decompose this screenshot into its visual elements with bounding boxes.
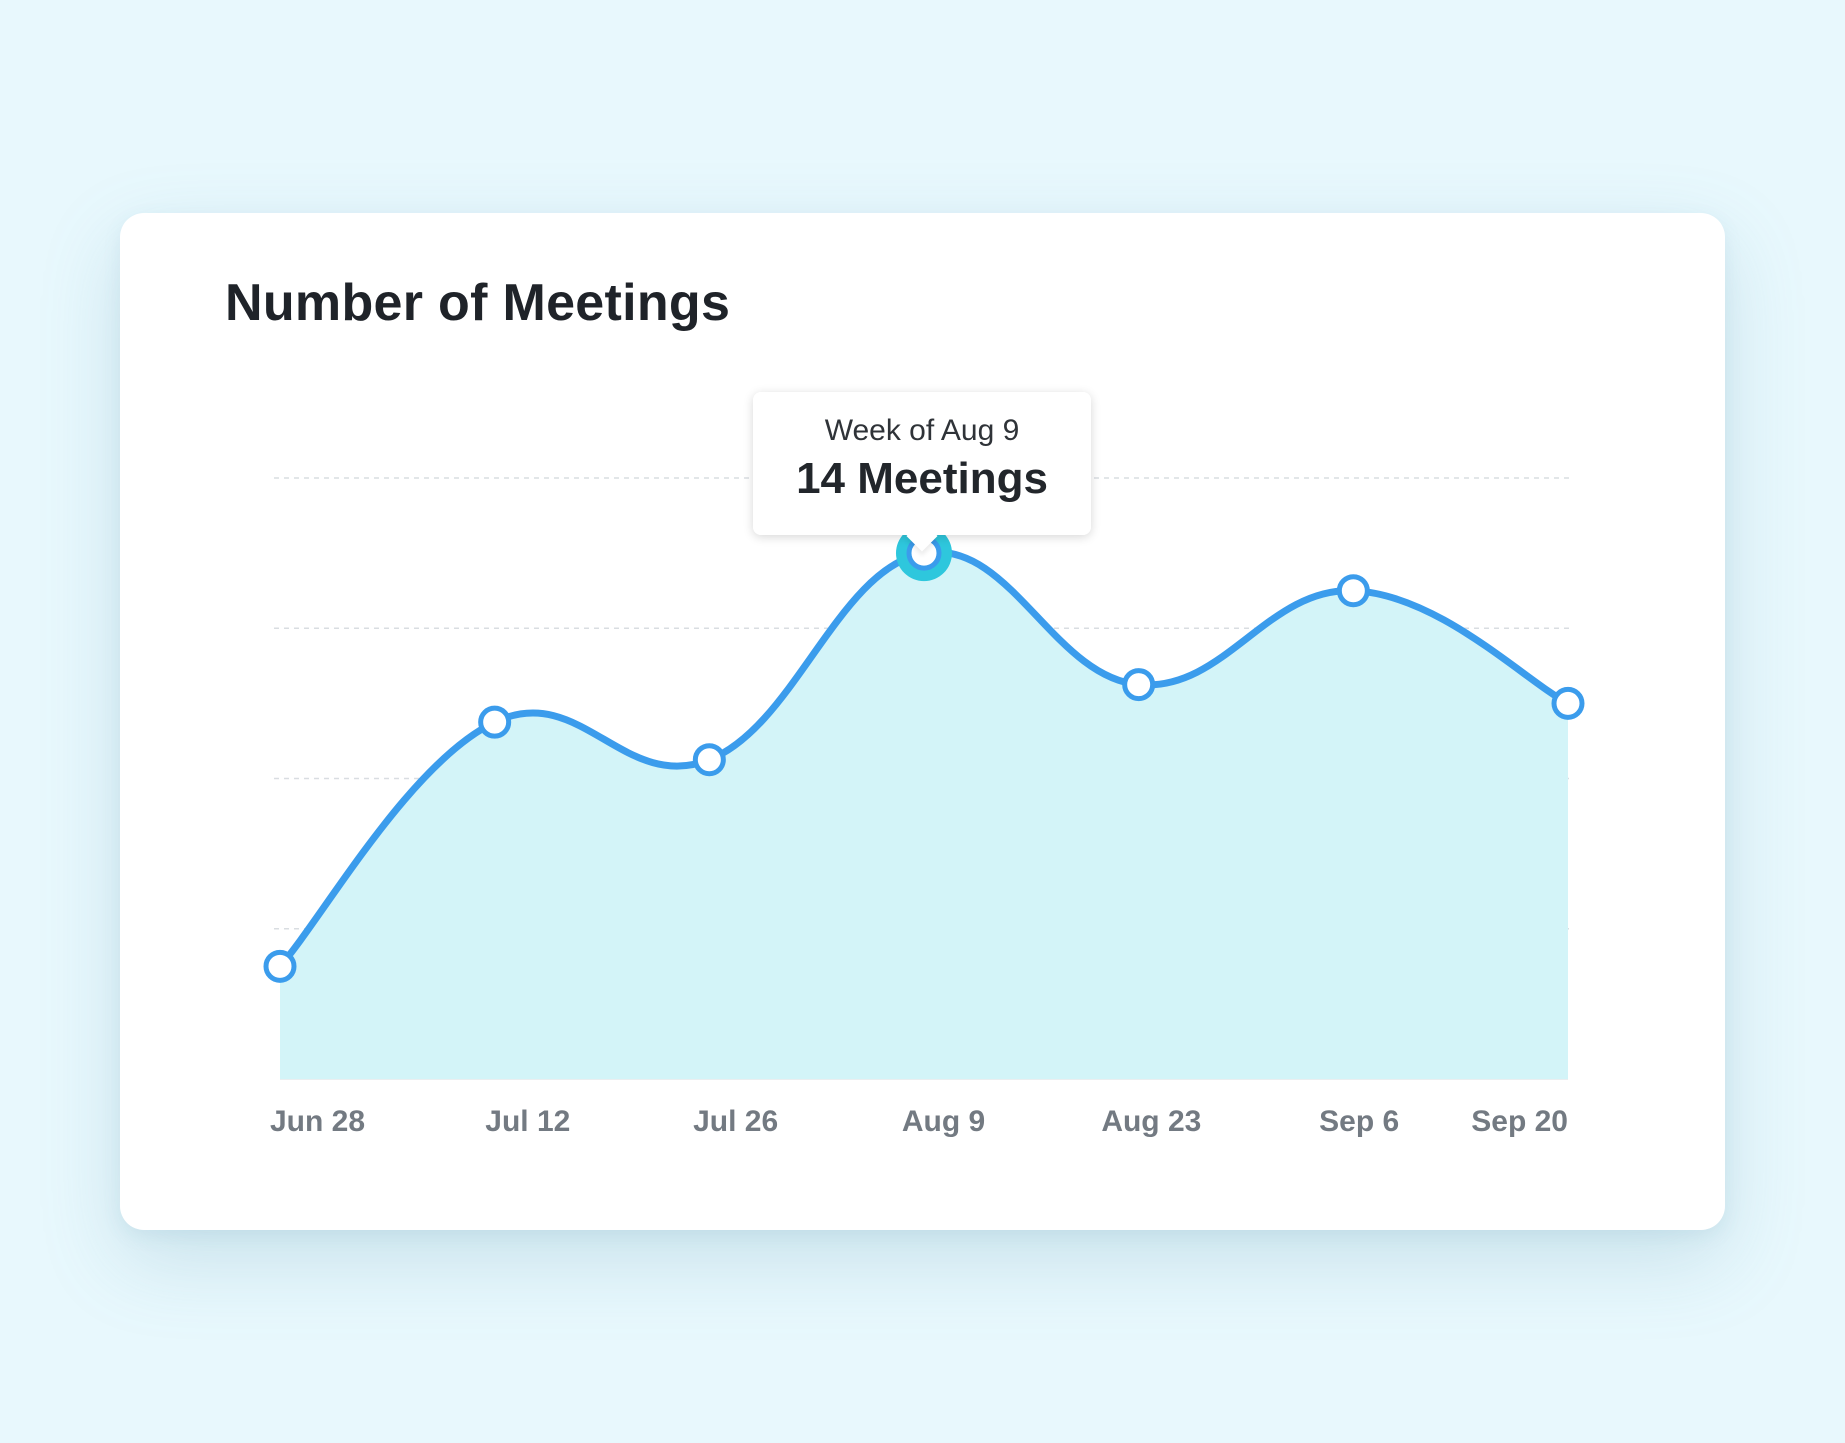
data-point-6: [1551, 686, 1585, 720]
x-tick-label: Aug 9: [902, 1105, 985, 1138]
x-tick-label: Sep 6: [1319, 1105, 1399, 1138]
data-point-2: [692, 743, 726, 777]
tooltip-value-label: 14 Meetings: [796, 454, 1048, 503]
x-tick-label: Jul 26: [693, 1105, 778, 1138]
tooltip-week-label: Week of Aug 9: [824, 414, 1020, 447]
data-point-4: [1122, 668, 1156, 702]
x-tick-label: Sep 20: [1471, 1105, 1568, 1138]
x-tick-label: Aug 23: [1101, 1105, 1201, 1138]
data-point-1: [478, 705, 512, 739]
tooltip: Week of Aug 9 14 Meetings: [753, 392, 1091, 535]
x-tick-label: Jun 28: [270, 1105, 365, 1138]
x-tick-label: Jul 12: [485, 1105, 570, 1138]
chart-plot: Jun 28 Jul 12 Jul 26 Aug 9 Aug 23 Sep 6 Sep 20: [263, 477, 1585, 1138]
data-point-5: [1336, 574, 1370, 608]
series-area: [280, 551, 1568, 1079]
chart-card: Number of Meetings Jun 28 Jul 12 Jul 26 Aug…: [120, 213, 1725, 1230]
chart-title: Number of Meetings: [225, 274, 731, 332]
data-point-0: [263, 949, 297, 983]
